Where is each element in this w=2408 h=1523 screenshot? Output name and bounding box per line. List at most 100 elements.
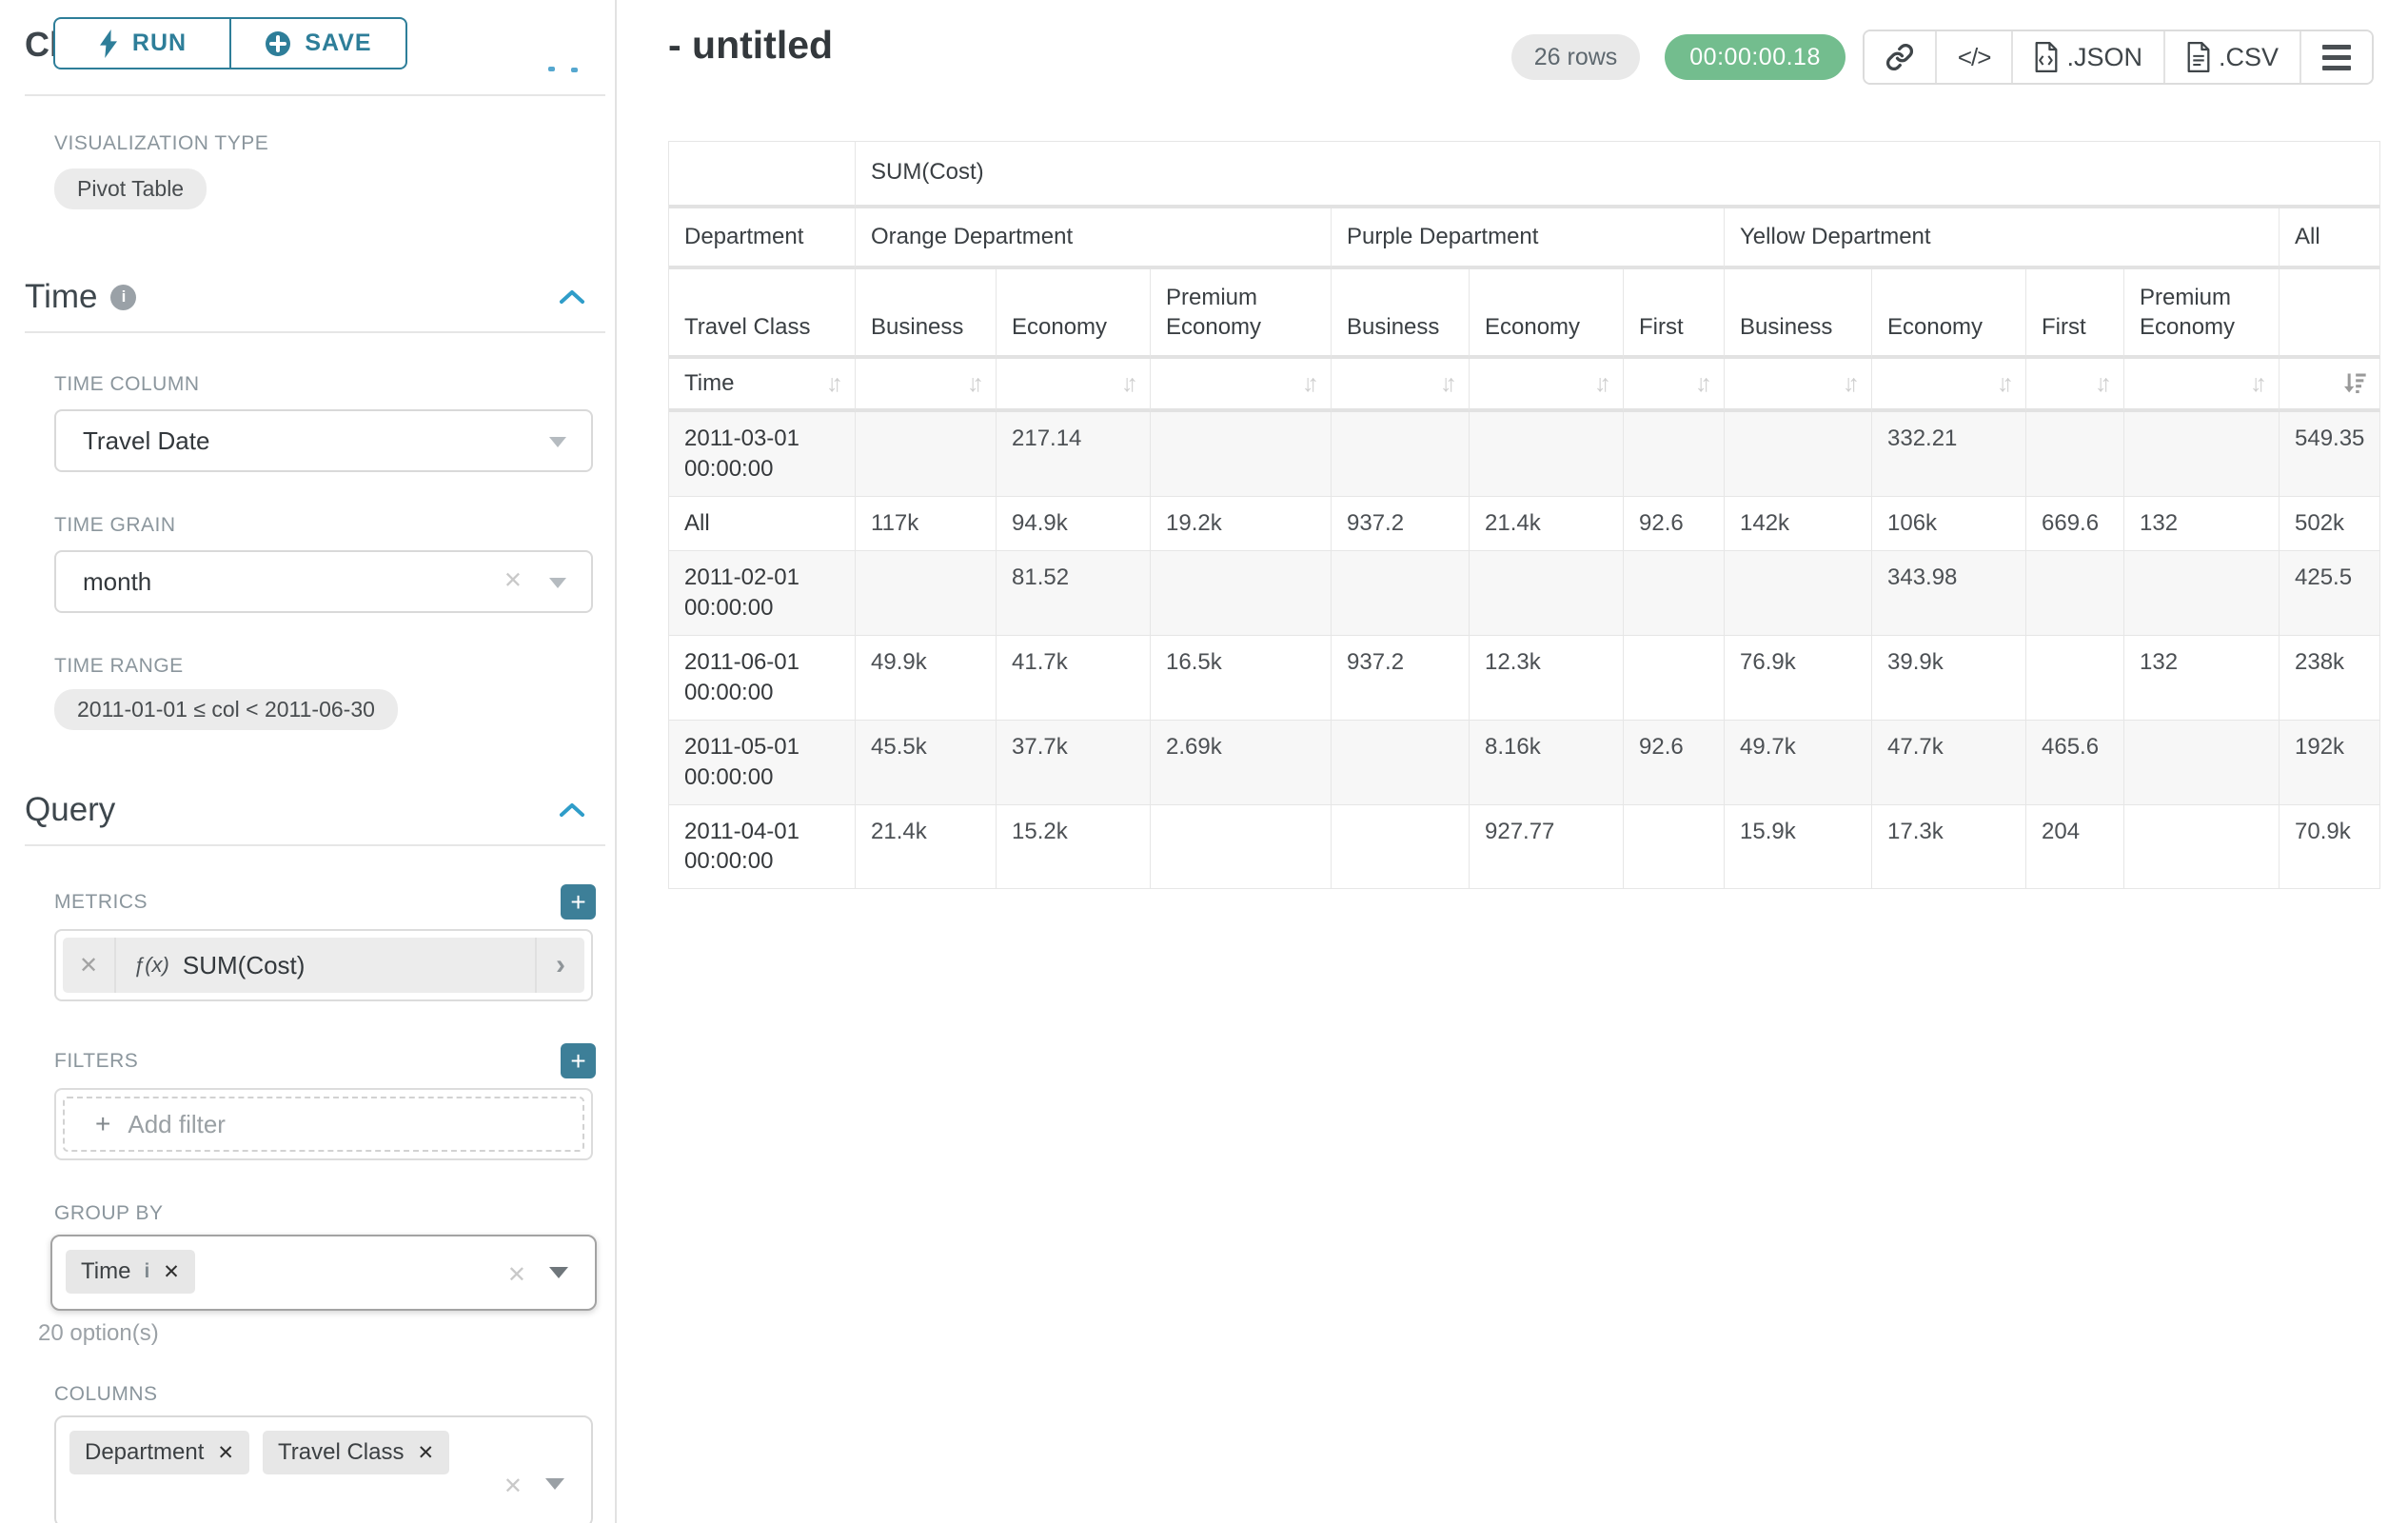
clear-icon[interactable]: ✕ (506, 1262, 526, 1288)
sort-icon[interactable]: ↓↑ (1695, 369, 1712, 397)
caret-down-icon[interactable] (549, 578, 566, 588)
tag-remove-icon[interactable]: ✕ (217, 1441, 234, 1464)
menu-button[interactable] (2301, 31, 2372, 83)
group-by-select[interactable]: Time i ✕ ✕ (50, 1235, 597, 1311)
metric-pill[interactable]: ✕ ƒ(x) SUM(Cost) › (63, 938, 584, 993)
sort-icon[interactable]: ↓↑ (1997, 369, 2014, 397)
sort-icon[interactable]: ↓↑ (1440, 369, 1457, 397)
cell (2026, 551, 2124, 636)
columns-select[interactable]: Department ✕ Travel Class ✕ ✕ (54, 1415, 593, 1523)
add-filter-button[interactable]: + Add filter (63, 1097, 584, 1152)
column-sort-header[interactable]: ↓↑ (856, 359, 997, 413)
cell (1332, 412, 1470, 498)
chart-title[interactable]: - untitled (668, 23, 834, 67)
sort-icon[interactable]: ↓↑ (1302, 369, 1319, 397)
column-sort-header-active[interactable] (2280, 359, 2381, 413)
sort-icon[interactable]: ↓↑ (2095, 369, 2112, 397)
caret-down-icon[interactable] (545, 1478, 564, 1490)
plus-icon: + (570, 886, 586, 917)
add-metric-button[interactable]: + (561, 884, 596, 920)
corner-cell (669, 142, 856, 208)
save-button[interactable]: SAVE (230, 17, 407, 69)
view-query-button[interactable]: </> (1936, 31, 2014, 83)
remove-metric-icon[interactable]: ✕ (63, 938, 116, 993)
query-section-title: Query (25, 791, 116, 828)
chevron-up-icon[interactable] (558, 800, 586, 821)
cell: 132 (2124, 635, 2280, 721)
column-sort-header[interactable]: ↓↑ (2026, 359, 2124, 413)
clear-icon[interactable]: ✕ (503, 1474, 523, 1499)
travel-class-cell: Business (856, 269, 997, 360)
column-sort-header[interactable]: ↓↑ (1872, 359, 2026, 413)
share-link-button[interactable] (1864, 31, 1937, 83)
metric-body[interactable]: ƒ(x) SUM(Cost) (116, 951, 535, 980)
row-count-badge: 26 rows (1510, 34, 1641, 80)
tag-info-icon[interactable]: i (144, 1260, 150, 1282)
cell: 332.21 (1872, 412, 2026, 498)
column-sort-header[interactable]: ↓↑ (997, 359, 1151, 413)
cell: 37.7k (997, 720, 1151, 805)
time-grain-label: TIME GRAIN (54, 514, 176, 536)
time-section-header: Time i (25, 278, 586, 316)
expand-metric-icon[interactable]: › (535, 938, 584, 993)
cell (1151, 412, 1332, 498)
column-sort-header[interactable]: ↓↑ (1151, 359, 1332, 413)
tag-remove-icon[interactable]: ✕ (417, 1441, 435, 1464)
cell: 204 (2026, 804, 2124, 890)
cell: 19.2k (1151, 497, 1332, 552)
cell (1332, 804, 1470, 890)
section-divider (25, 844, 605, 846)
sort-icon[interactable]: ↓↑ (1121, 369, 1138, 397)
column-sort-header[interactable]: ↓↑ (1332, 359, 1470, 413)
cell: 117k (856, 497, 997, 552)
column-sort-header[interactable]: ↓↑ (1624, 359, 1725, 413)
caret-down-icon[interactable] (549, 437, 566, 447)
visualization-type-label: VISUALIZATION TYPE (54, 132, 269, 154)
time-grain-select[interactable]: month ✕ (54, 550, 593, 613)
time-column-select[interactable]: Travel Date (54, 409, 593, 472)
time-column-value: Travel Date (83, 425, 210, 455)
cell: 15.2k (997, 804, 1151, 890)
cell (1624, 804, 1725, 890)
cell (1624, 412, 1725, 498)
export-csv-button[interactable]: .CSV (2164, 31, 2301, 83)
section-divider (25, 94, 605, 96)
cell (2026, 635, 2124, 721)
cell (1151, 551, 1332, 636)
metric-header-cell: SUM(Cost) (856, 142, 2381, 208)
cell (2124, 412, 2280, 498)
tag-remove-icon[interactable]: ✕ (163, 1260, 180, 1283)
info-icon[interactable]: i (110, 284, 137, 310)
sort-icon[interactable]: ↓↑ (967, 369, 984, 397)
run-button-label: RUN (131, 30, 188, 56)
sort-icon[interactable]: ↓↑ (1594, 369, 1611, 397)
column-sort-header[interactable]: ↓↑ (1725, 359, 1872, 413)
travel-class-cell: First (1624, 269, 1725, 360)
run-button[interactable]: RUN (53, 17, 230, 69)
sort-icon[interactable]: ↓↑ (2250, 369, 2267, 397)
cell: 49.7k (1725, 720, 1872, 805)
sort-icon[interactable]: ↓↑ (826, 369, 843, 397)
cell (1332, 720, 1470, 805)
add-filter-plus-button[interactable]: + (561, 1043, 596, 1078)
clear-icon[interactable]: ✕ (503, 567, 523, 594)
pivot-table: SUM(Cost) Department Orange Department P… (668, 141, 2381, 890)
chevron-up-icon[interactable] (558, 287, 586, 307)
time-sort-header[interactable]: Time ↓↑ (669, 359, 856, 413)
sort-icon[interactable]: ↓↑ (1843, 369, 1860, 397)
time-range-value[interactable]: 2011-01-01 ≤ col < 2011-06-30 (54, 689, 398, 730)
export-json-button[interactable]: .JSON (2013, 31, 2165, 83)
save-button-label: SAVE (305, 30, 372, 56)
pivot-table-container: SUM(Cost) Department Orange Department P… (668, 141, 2381, 890)
visualization-type-value[interactable]: Pivot Table (54, 168, 207, 209)
cell (856, 551, 997, 636)
column-sort-header[interactable]: ↓↑ (1470, 359, 1624, 413)
cell (2124, 804, 2280, 890)
row-label: 2011-02-01 00:00:00 (669, 551, 856, 636)
chart-area: - untitled 26 rows 00:00:00.18 </> .JSON… (617, 0, 2408, 1523)
caret-down-icon[interactable] (549, 1267, 568, 1278)
column-sort-header[interactable]: ↓↑ (2124, 359, 2280, 413)
cell: 21.4k (856, 804, 997, 890)
visualization-type-field: VISUALIZATION TYPE Pivot Table (0, 132, 615, 209)
sort-descending-icon[interactable] (2341, 370, 2368, 397)
